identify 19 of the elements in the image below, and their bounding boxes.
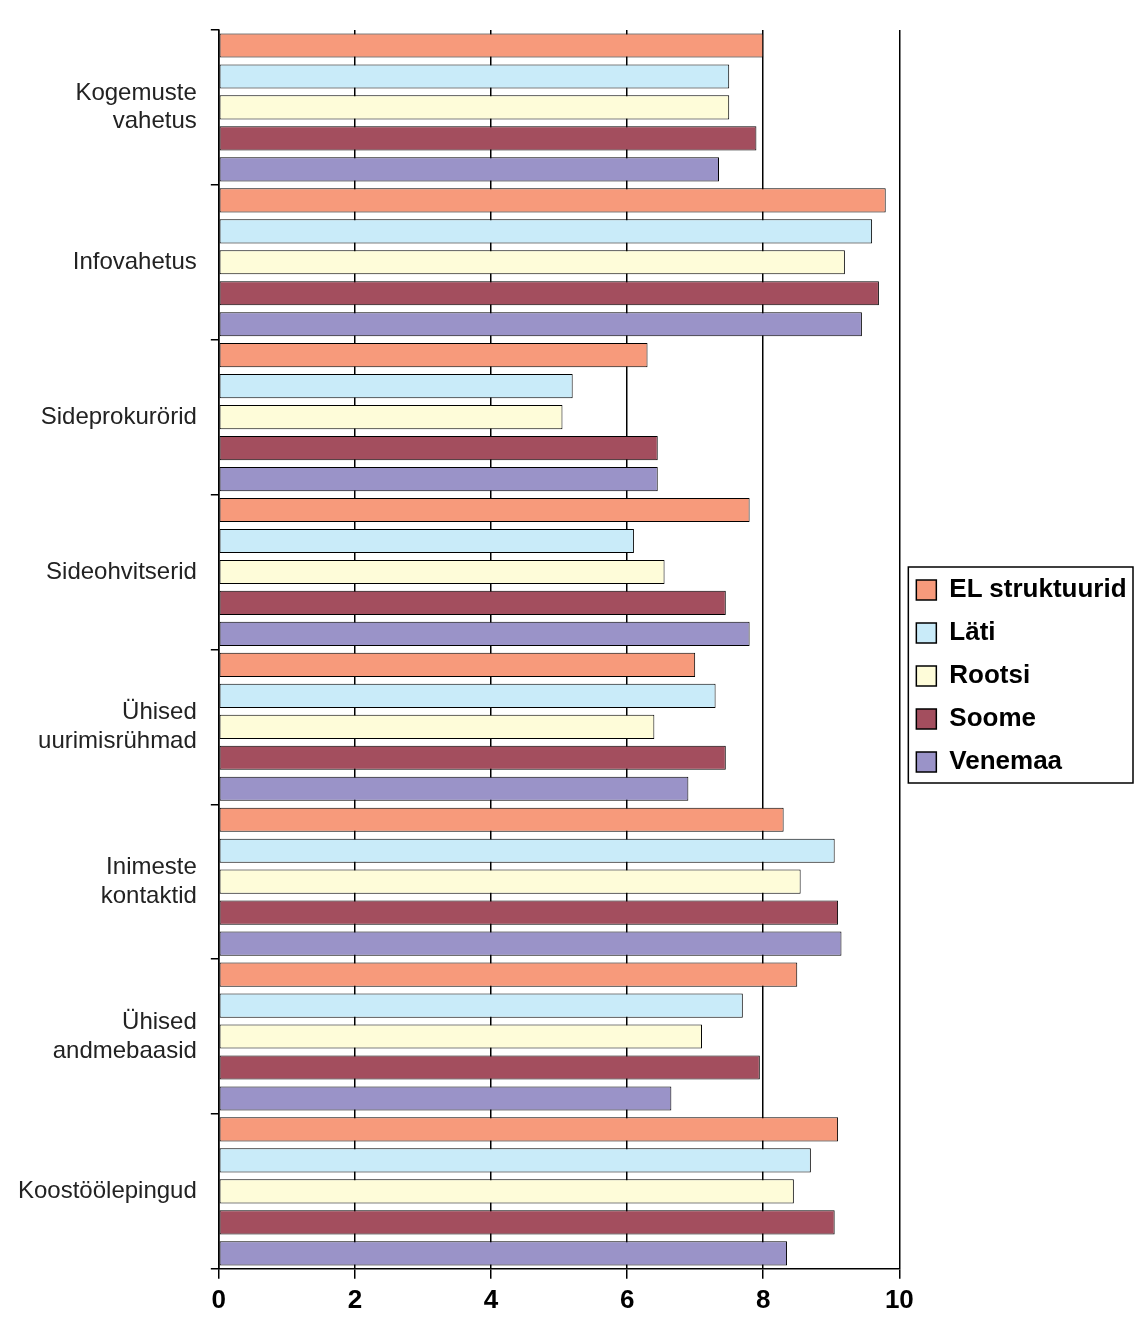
legend-label: Rootsi bbox=[949, 659, 1031, 690]
y-tick-label: Infovahetus bbox=[72, 246, 197, 274]
y-tick-label: Inimeste kontaktid bbox=[100, 851, 197, 908]
legend-label: Läti bbox=[949, 616, 996, 647]
y-tick-label: Koostöölepingud bbox=[17, 1176, 197, 1203]
legend-label: Soome bbox=[949, 702, 1037, 733]
x-tick-label: 6 bbox=[619, 1283, 635, 1314]
y-tick-label: Sideprokurörid bbox=[40, 401, 197, 429]
y-tick-label: Ühised andmebaasid bbox=[52, 1006, 197, 1063]
y-tick-label: Ühised uurimisrühmad bbox=[38, 697, 197, 753]
x-tick-label: 10 bbox=[884, 1283, 914, 1314]
x-tick-label: 0 bbox=[211, 1283, 227, 1314]
y-tick-label: Sideohvitserid bbox=[46, 556, 197, 584]
x-tick-label: 4 bbox=[483, 1283, 499, 1314]
legend-label: EL struktuurid bbox=[949, 573, 1127, 604]
legend-label: Venemaa bbox=[949, 745, 1063, 776]
x-tick-label: 8 bbox=[755, 1283, 771, 1314]
x-tick-label: 2 bbox=[347, 1283, 363, 1314]
y-tick-label: Kogemuste vahetus bbox=[75, 77, 197, 134]
